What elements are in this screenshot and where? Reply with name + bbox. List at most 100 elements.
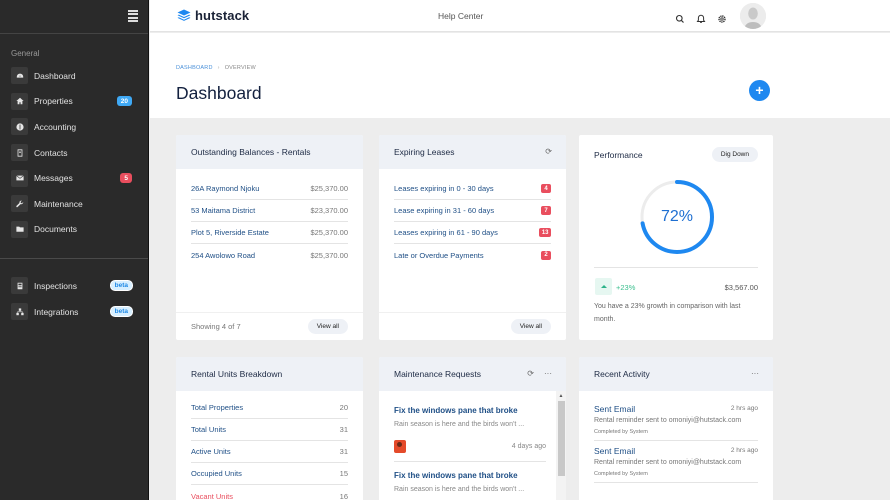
unit-row[interactable]: Total Units 31 (191, 419, 348, 441)
count-badge: 13 (539, 228, 551, 237)
sidebar-item-label: Dashboard (34, 70, 76, 81)
unit-value: 16 (339, 491, 348, 500)
card-title: Rental Units Breakdown (191, 369, 283, 379)
recent-activity-card: Recent Activity ··· Sent Email 2 hrs ago… (579, 357, 773, 500)
properties-count-badge: 20 (116, 96, 132, 107)
user-avatar[interactable] (740, 3, 766, 29)
scroll-thumb[interactable] (557, 401, 565, 476)
request-description: Rain season is here and the birds won't … (394, 421, 525, 428)
unit-label: Vacant Units (191, 491, 233, 500)
request-time: 4 days ago (511, 443, 546, 450)
help-center-link[interactable]: Help Center (438, 11, 484, 21)
sidebar-item-messages[interactable]: Messages 5 (0, 165, 148, 191)
scrollbar[interactable]: ▲ (556, 391, 566, 500)
refresh-icon[interactable]: ⟳ (545, 147, 552, 156)
sidebar-item-label: Messages (34, 173, 73, 184)
beta-badge: beta (109, 280, 133, 292)
bell-icon[interactable] (696, 11, 706, 23)
unit-label: Total Units (191, 425, 227, 434)
property-name: 53 Maitama District (191, 206, 256, 215)
activity-item[interactable]: Sent Email 2 hrs ago Rental reminder sen… (594, 404, 758, 441)
dig-down-button[interactable]: Dig Down (711, 147, 758, 162)
unit-label: Occupied Units (191, 469, 242, 478)
lease-row[interactable]: Late or Overdue Payments 2 (394, 244, 551, 266)
card-header: Expiring Leases ⟳ (379, 135, 566, 169)
sidebar-header (0, 0, 148, 34)
lease-row[interactable]: Lease expiring in 31 - 60 days 7 (394, 200, 551, 222)
balance-amount: $25,370.00 (310, 184, 348, 193)
sidebar-item-contacts[interactable]: Contacts (0, 140, 148, 166)
sidebar-item-label: Documents (34, 224, 77, 235)
envelope-icon (11, 169, 28, 187)
activity-item[interactable]: Sent Email 2 hrs ago Rental reminder sen… (594, 446, 758, 483)
request-title[interactable]: Fix the windows pane that broke (394, 406, 518, 415)
activity-completed-by: Completed by System (594, 429, 648, 435)
card-footer: View all (379, 312, 566, 340)
sidebar-item-inspections[interactable]: Inspections beta (0, 273, 148, 299)
view-all-button[interactable]: View all (307, 319, 348, 334)
property-name: 254 Awolowo Road (191, 250, 256, 260)
card-title: Performance (594, 149, 643, 160)
balance-amount: $25,370.00 (310, 228, 348, 237)
trend-up-icon (595, 278, 612, 295)
lease-label: Leases expiring in 61 - 90 days (394, 228, 498, 237)
maintenance-requests-card: Maintenance Requests ⟳ ··· Fix the windo… (379, 357, 566, 500)
performance-description: You have a 23% growth in comparison with… (594, 303, 741, 323)
requester-avatar (394, 440, 406, 453)
brand-name: hutstack (195, 8, 250, 23)
search-icon[interactable] (675, 11, 685, 23)
unit-value: 20 (339, 403, 348, 412)
unit-row[interactable]: Occupied Units 15 (191, 463, 348, 485)
sidebar-item-maintenance[interactable]: Maintenance (0, 191, 148, 217)
refresh-icon[interactable]: ⟳ (527, 369, 534, 378)
maintenance-item[interactable]: Fix the windows pane that broke Rain sea… (394, 406, 546, 462)
more-options-icon[interactable]: ··· (751, 369, 759, 378)
breadcrumb: DASHBOARD › OVERVIEW (176, 65, 256, 71)
balance-row[interactable]: 254 Awolowo Road $25,370.00 (191, 244, 348, 266)
card-header: Recent Activity ··· (579, 357, 773, 391)
page-title: Dashboard (176, 83, 262, 103)
view-all-button[interactable]: View all (510, 319, 551, 334)
activity-completed-by: Completed by System (594, 471, 648, 477)
unit-value: 15 (339, 469, 348, 478)
activity-description: Rental reminder sent to omoniyi@hutstack… (594, 459, 742, 466)
unit-row[interactable]: Total Properties 20 (191, 397, 348, 419)
count-badge: 2 (541, 250, 551, 260)
performance-progress-ring (640, 180, 714, 254)
activity-list: Sent Email 2 hrs ago Rental reminder sen… (579, 391, 773, 483)
sidebar: General Dashboard Properties 20 Accounti… (0, 0, 149, 500)
balance-row[interactable]: Plot 5, Riverside Estate $25,370.00 (191, 222, 348, 244)
unit-row[interactable]: Vacant Units 16 (191, 485, 348, 500)
breadcrumb-dashboard[interactable]: DASHBOARD (176, 65, 213, 71)
outstanding-balances-card: Outstanding Balances - Rentals 26A Raymo… (176, 135, 363, 340)
add-button[interactable]: + (749, 80, 770, 101)
sidebar-item-integrations[interactable]: Integrations beta (0, 299, 148, 325)
maintenance-list: Fix the windows pane that broke Rain sea… (379, 391, 566, 500)
more-options-icon[interactable]: ··· (544, 369, 552, 378)
balance-row[interactable]: 53 Maitama District $23,370.00 (191, 200, 348, 222)
maintenance-item[interactable]: Fix the windows pane that broke Rain sea… (394, 471, 546, 500)
sidebar-item-documents[interactable]: Documents (0, 217, 148, 243)
sidebar-item-accounting[interactable]: Accounting (0, 114, 148, 140)
breadcrumb-overview: OVERVIEW (224, 65, 256, 71)
sidebar-item-label: Integrations (34, 306, 79, 317)
lease-row[interactable]: Leases expiring in 0 - 30 days 4 (394, 178, 551, 200)
sidebar-item-label: Properties (34, 96, 73, 107)
sidebar-item-label: Maintenance (34, 198, 83, 209)
balance-row[interactable]: 26A Raymond Njoku $25,370.00 (191, 178, 348, 200)
beta-badge: beta (109, 306, 133, 318)
brand-logo[interactable]: hutstack (177, 8, 249, 23)
card-header: Outstanding Balances - Rentals (176, 135, 363, 169)
lease-row[interactable]: Leases expiring in 61 - 90 days 13 (394, 222, 551, 244)
showing-count: Showing 4 of 7 (191, 322, 241, 331)
scroll-up-arrow-icon[interactable]: ▲ (558, 393, 564, 399)
sidebar-item-dashboard[interactable]: Dashboard (0, 63, 148, 89)
request-title[interactable]: Fix the windows pane that broke (394, 471, 518, 480)
sidebar-item-properties[interactable]: Properties 20 (0, 89, 148, 115)
unit-row[interactable]: Active Units 31 (191, 441, 348, 463)
unit-label: Total Properties (191, 403, 244, 412)
gear-icon[interactable] (717, 11, 727, 23)
hamburger-menu-icon[interactable] (128, 10, 138, 22)
dashboard-icon (11, 67, 28, 85)
sidebar-item-label: Contacts (34, 147, 68, 158)
